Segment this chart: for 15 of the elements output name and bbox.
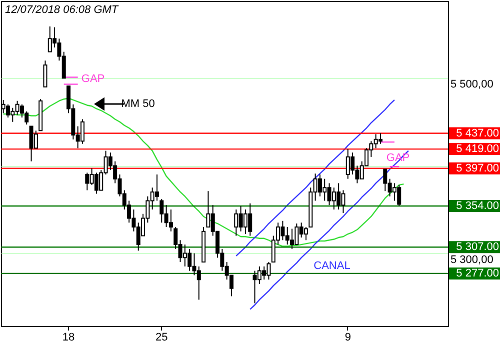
annotation: MM 50 [121,98,155,110]
chart-title: 12/07/2018 06:08 GMT [5,4,120,16]
x-tick-label: 25 [156,332,168,344]
ref-line-label: 5 419.00 [456,143,499,156]
y-tick-label: 5 500,00 [450,78,494,91]
ref-line-label: 5 397.00 [456,162,499,174]
x-tick-label: 9 [344,332,351,344]
y-tick-label: 5 300,00 [450,254,494,266]
ref-line-label: 5 437.00 [456,127,499,140]
x-tick-label: 18 [62,332,75,344]
annotation: CANAL [314,260,350,272]
ref-line-label: 5 307.00 [456,241,499,254]
ref-line-label: 5 354.00 [456,200,499,212]
ref-line-label: 5 277.00 [456,267,499,280]
annotation: GAP [81,73,105,85]
